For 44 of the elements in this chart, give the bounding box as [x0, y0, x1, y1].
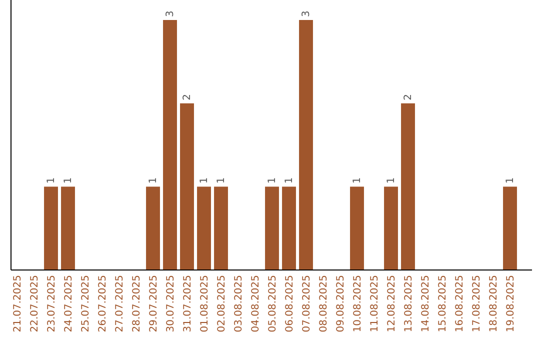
x-tick-label: 30.07.2025 — [166, 275, 176, 332]
x-tick-label: 13.08.2025 — [404, 275, 414, 332]
x-tick-label: 12.08.2025 — [386, 275, 398, 332]
x-tick-label: 07.08.2025 — [302, 275, 312, 332]
x-tick-label: 25.07.2025 — [80, 275, 92, 332]
data-label: 1 — [505, 177, 516, 184]
data-label: 1 — [46, 177, 57, 184]
x-tick-label: 15.08.2025 — [438, 275, 448, 332]
x-tick-label: 14.08.2025 — [420, 275, 432, 332]
x-tick-label: 26.07.2025 — [98, 275, 108, 332]
data-label: 2 — [182, 94, 193, 100]
data-label: 1 — [63, 177, 74, 184]
x-tick-label: 18.08.2025 — [488, 275, 500, 332]
x-tick-label: 16.08.2025 — [454, 275, 466, 332]
data-label: 1 — [386, 177, 397, 184]
x-tick-label: 06.08.2025 — [284, 275, 296, 332]
x-tick-label: 23.07.2025 — [46, 275, 58, 332]
x-tick-label: 10.08.2025 — [352, 275, 364, 332]
data-label: 1 — [199, 177, 210, 184]
x-tick-label: 09.08.2025 — [336, 275, 346, 332]
x-tick-label: 22.07.2025 — [30, 275, 40, 332]
data-label: 3 — [165, 10, 176, 17]
x-tick-label: 08.08.2025 — [318, 275, 330, 332]
x-tick-label: 03.08.2025 — [234, 275, 244, 332]
x-tick-label: 05.08.2025 — [268, 275, 278, 332]
x-tick-label: 21.07.2025 — [12, 275, 24, 332]
x-tick-label: 02.08.2025 — [216, 275, 228, 332]
x-tick-label: 31.07.2025 — [182, 275, 194, 332]
data-label: 1 — [148, 177, 159, 184]
data-label: 2 — [403, 94, 414, 100]
data-label: 1 — [216, 177, 227, 184]
x-tick-label: 17.08.2025 — [472, 275, 482, 332]
x-tick-label: 01.08.2025 — [200, 275, 210, 332]
data-label: 1 — [284, 177, 295, 184]
data-label: 3 — [301, 10, 312, 17]
x-tick-label: 24.07.2025 — [64, 275, 74, 332]
x-tick-label: 04.08.2025 — [250, 275, 262, 332]
x-tick-label: 27.07.2025 — [114, 275, 126, 332]
x-tick-label: 28.07.2025 — [132, 275, 142, 332]
x-tick-label: 11.08.2025 — [370, 275, 380, 332]
data-label: 1 — [352, 177, 363, 184]
x-tick-label: 19.08.2025 — [506, 275, 516, 332]
data-label: 1 — [267, 177, 278, 184]
x-tick-label: 29.07.2025 — [148, 275, 160, 332]
